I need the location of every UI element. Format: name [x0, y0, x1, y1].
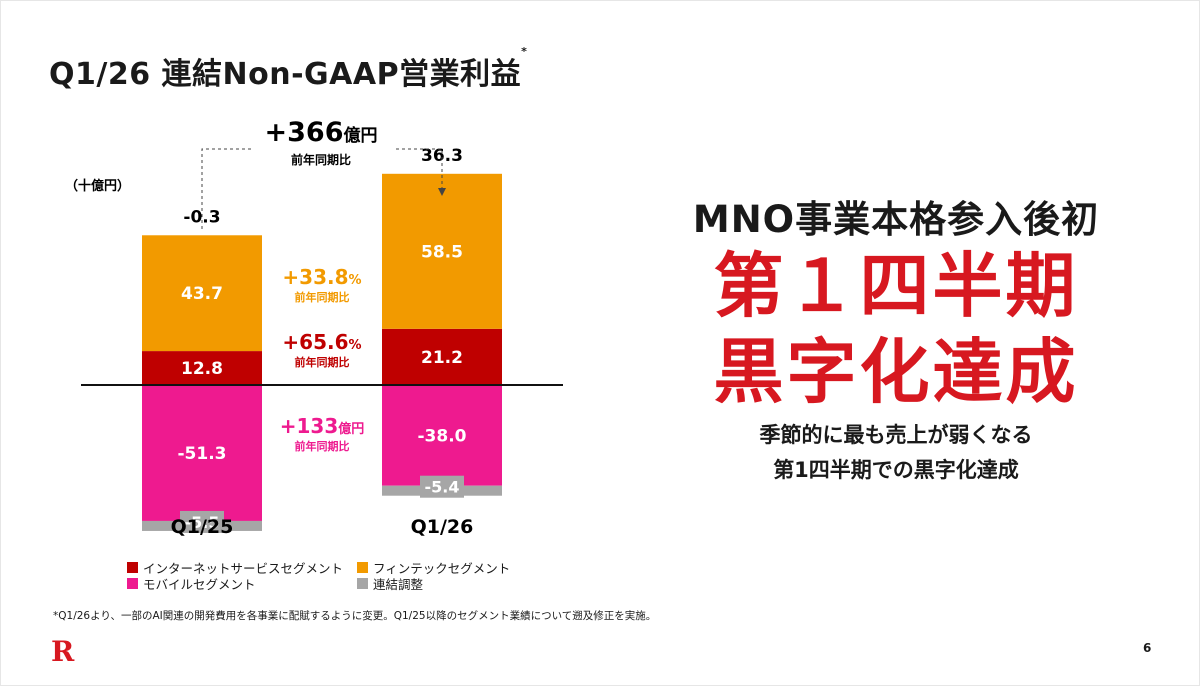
- legend-item-internet: インターネットサービスセグメント: [127, 558, 343, 577]
- title-footnote-mark: *: [521, 45, 528, 58]
- legend-swatch-mobile: [127, 578, 138, 589]
- bar-segment: [382, 328, 502, 385]
- connector-arrowhead: [438, 188, 446, 196]
- rakuten-logo: R: [51, 635, 75, 668]
- total-change-label: +366億円: [265, 117, 378, 148]
- bar-value-label: -38.0: [418, 426, 467, 446]
- bar-value-label: -5.5: [185, 513, 220, 532]
- bar-value-label: 12.8: [181, 359, 223, 379]
- bar-segment: [382, 385, 502, 486]
- connector-right: [396, 148, 443, 191]
- segment-change-label: +133億円: [280, 414, 365, 438]
- bar-value-label: 58.5: [421, 242, 463, 262]
- big-message-line1: 第１四半期: [713, 245, 1079, 327]
- total-value-label: 36.3: [421, 146, 463, 166]
- legend-label-fintech: フィンテックセグメント: [373, 561, 511, 576]
- segment-change-value: +65.6: [282, 330, 348, 354]
- bar-segment: [382, 173, 502, 329]
- segment-change-value: +133: [280, 414, 339, 438]
- big-message-line2: 黒字化達成: [713, 331, 1079, 413]
- legend-swatch-internet: [127, 562, 138, 573]
- connector-left: [201, 148, 251, 229]
- segment-change-unit: %: [349, 338, 362, 353]
- sub-message-line1: 季節的に最も売上が弱くなる: [759, 423, 1033, 447]
- legend-item-mobile: モバイルセグメント: [127, 574, 256, 593]
- segment-change-label: +65.6%: [282, 330, 361, 354]
- sub-message-line2: 第1四半期での黒字化達成: [773, 458, 1019, 482]
- segment-change-label: +33.8%: [282, 265, 361, 289]
- legend-label-mobile: モバイルセグメント: [143, 577, 256, 592]
- total-change-caption: 前年同期比: [291, 152, 351, 167]
- total-value-label: -0.3: [183, 207, 220, 227]
- page-title: Q1/26 連結Non-GAAP営業利益*: [49, 45, 527, 93]
- bar-segment: [142, 385, 262, 521]
- segment-profit-chart: （十億円） 12.8 43.7 -51.3 -5.5 -0.3 Q1/25 21.2 58.5 -…: [65, 117, 563, 538]
- total-change-unit: 億円: [343, 125, 377, 146]
- bar-value-label: -51.3: [178, 444, 227, 464]
- bar-label-backdrop: [180, 510, 224, 533]
- bar-label-backdrop: [420, 475, 464, 498]
- segment-change-unit: %: [349, 273, 362, 288]
- bar-value-label: -5.4: [425, 478, 460, 497]
- segment-change-unit: 億円: [338, 421, 364, 437]
- total-change-value: +366: [265, 117, 344, 148]
- legend-label-internet: インターネットサービスセグメント: [143, 561, 344, 576]
- highlight-panel: MNO事業本格参入後初 第１四半期 黒字化達成 季節的に最も売上が弱くなる 第1…: [601, 197, 1191, 485]
- legend-label-adjustment: 連結調整: [373, 577, 424, 592]
- unit-label: （十億円）: [65, 178, 130, 194]
- page-number: 6: [1143, 641, 1152, 655]
- bar-value-label: 43.7: [181, 284, 223, 304]
- segment-change-caption: 前年同期比: [295, 290, 350, 304]
- legend-swatch-adjustment: [357, 578, 368, 589]
- footnote: *Q1/26より、一部のAI関連の開発費用を各事業に配賦するように変更。Q1/2…: [53, 610, 657, 622]
- segment-change-value: +33.8: [282, 265, 348, 289]
- x-tick-label: Q1/26: [411, 516, 474, 538]
- legend-item-adjustment: 連結調整: [357, 574, 423, 593]
- bar-value-label: 21.2: [421, 348, 463, 368]
- segment-change-caption: 前年同期比: [295, 439, 350, 453]
- legend-item-fintech: フィンテックセグメント: [357, 558, 510, 577]
- x-tick-label: Q1/25: [171, 516, 234, 538]
- bar-segment: [142, 235, 262, 352]
- page-title-text: Q1/26 連結Non-GAAP営業利益: [49, 57, 522, 92]
- bar-segment: [142, 351, 262, 385]
- legend-swatch-fintech: [357, 562, 368, 573]
- segment-change-caption: 前年同期比: [295, 355, 350, 369]
- headline: MNO事業本格参入後初: [692, 198, 1100, 241]
